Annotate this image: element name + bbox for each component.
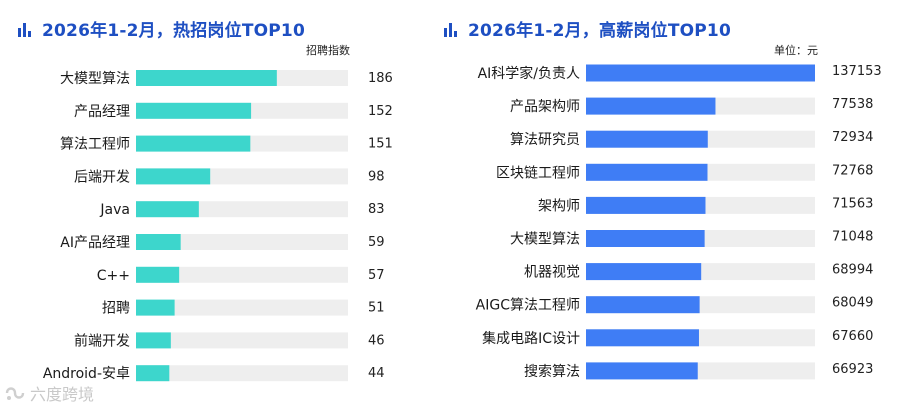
high-salary-panel: 2026年1-2月，高薪岗位TOP10 单位：元 AI科学家/负责人 137153… — [440, 0, 900, 409]
bar — [136, 266, 180, 283]
category-label: Java — [99, 202, 130, 218]
category-label: AI产品经理 — [60, 235, 130, 251]
value-label: 71048 — [832, 230, 873, 245]
bar — [136, 168, 211, 185]
value-label: 57 — [368, 268, 385, 283]
category-label: 算法研究员 — [510, 132, 580, 148]
bar — [586, 329, 699, 347]
hot-jobs-chart: 大模型算法 186 产品经理 152 算法工程师 151 后端开发 98 Java 83 AI产品经… — [43, 70, 393, 382]
value-label: 71563 — [832, 196, 873, 211]
category-label: 机器视觉 — [524, 265, 580, 281]
category-label: 区块链工程师 — [496, 165, 580, 181]
bar — [586, 163, 708, 181]
value-label: 77538 — [832, 97, 873, 112]
hot-jobs-unit: 招聘指数 — [306, 44, 350, 57]
value-label: 137153 — [832, 64, 882, 79]
watermark-logo-icon — [5, 387, 25, 400]
value-label: 51 — [368, 301, 385, 316]
bar — [586, 230, 705, 247]
category-label: Android-安卓 — [43, 366, 130, 382]
bar-track — [136, 266, 348, 283]
category-label: 集成电路IC设计 — [482, 330, 580, 347]
category-label: 产品架构师 — [510, 99, 580, 115]
bar — [586, 97, 716, 115]
category-label: AIGC算法工程师 — [476, 298, 580, 314]
category-label: 大模型算法 — [60, 71, 130, 87]
bar-track — [136, 299, 348, 316]
category-label: 大模型算法 — [510, 232, 580, 248]
value-label: 186 — [368, 71, 393, 86]
bar — [136, 365, 170, 382]
category-label: 搜索算法 — [524, 363, 580, 380]
value-label: 46 — [368, 333, 385, 348]
value-label: 83 — [368, 202, 385, 217]
bar — [136, 135, 251, 152]
value-label: 72768 — [832, 163, 873, 178]
high-salary-unit: 单位：元 — [774, 44, 818, 57]
value-label: 66923 — [832, 362, 873, 377]
value-label: 98 — [368, 169, 385, 184]
bar — [136, 234, 181, 250]
value-label: 59 — [368, 235, 385, 250]
high-salary-header: 2026年1-2月，高薪岗位TOP10 — [444, 16, 731, 41]
value-label: 67660 — [832, 329, 873, 344]
high-salary-title: 2026年1-2月，高薪岗位TOP10 — [468, 21, 731, 41]
bar — [136, 102, 252, 119]
category-label: 架构师 — [538, 198, 580, 214]
bar — [586, 64, 815, 82]
category-label: AI科学家/负责人 — [478, 65, 580, 82]
bar — [136, 299, 175, 316]
watermark-text: 六度跨境 — [30, 385, 95, 404]
value-label: 152 — [368, 104, 393, 119]
bar — [586, 296, 700, 314]
bar — [586, 130, 708, 148]
bar-chart-icon — [444, 22, 457, 37]
category-label: 产品经理 — [74, 104, 130, 120]
bar — [586, 362, 698, 380]
value-label: 44 — [368, 366, 385, 381]
bar — [136, 201, 199, 218]
high-salary-chart: AI科学家/负责人 137153 产品架构师 77538 算法研究员 72934 区块链工程… — [476, 64, 882, 380]
value-label: 151 — [368, 137, 393, 152]
bar-track — [136, 365, 348, 382]
value-label: 68049 — [832, 296, 873, 311]
hot-jobs-panel: 2026年1-2月，热招岗位TOP10 招聘指数 大模型算法 186 产品经理 152… — [0, 0, 420, 409]
category-label: 算法工程师 — [60, 137, 130, 153]
category-label: C++ — [97, 268, 130, 284]
bar — [586, 196, 706, 214]
bar — [586, 263, 702, 281]
bar-chart-icon — [18, 22, 31, 37]
category-label: 前端开发 — [74, 332, 130, 349]
bar — [136, 332, 171, 349]
bar-track — [136, 234, 348, 250]
watermark: 六度跨境 — [4, 381, 94, 405]
hot-jobs-title: 2026年1-2月，热招岗位TOP10 — [42, 21, 305, 41]
bar-track — [136, 332, 348, 349]
category-label: 后端开发 — [74, 169, 130, 185]
category-label: 招聘 — [102, 301, 130, 317]
hot-jobs-header: 2026年1-2月，热招岗位TOP10 — [18, 16, 305, 41]
value-label: 68994 — [832, 263, 873, 278]
value-label: 72934 — [832, 130, 873, 145]
bar — [136, 70, 277, 86]
